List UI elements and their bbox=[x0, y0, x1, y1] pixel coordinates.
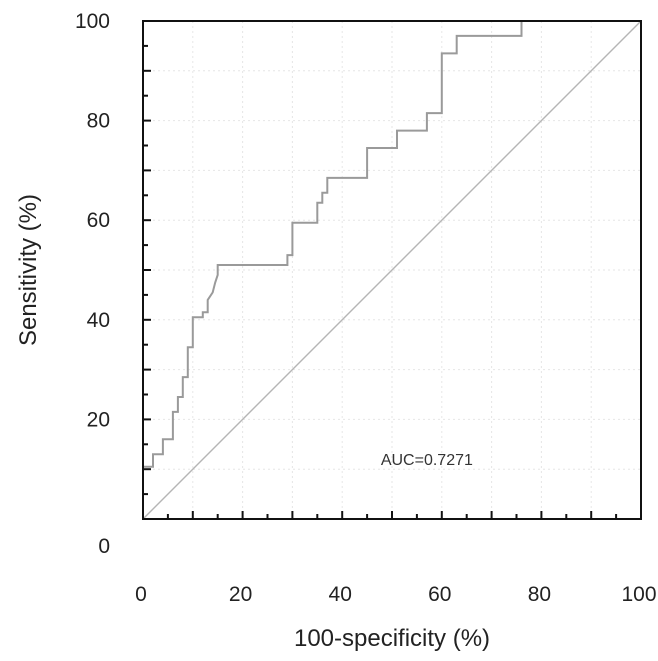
roc-curve bbox=[142, 21, 523, 519]
x-axis-label: 100-specificity (%) bbox=[294, 625, 490, 652]
y-axis-label: Sensitivity (%) bbox=[15, 194, 42, 346]
grid bbox=[143, 21, 641, 519]
y-tick-label: 80 bbox=[87, 110, 110, 133]
reference-diagonal bbox=[142, 20, 642, 520]
x-tick-label: 100 bbox=[621, 583, 656, 606]
y-tick-label: 40 bbox=[87, 309, 110, 332]
x-tick-label: 40 bbox=[329, 583, 352, 606]
y-tick-label: 0 bbox=[98, 535, 110, 558]
x-tick-label: 20 bbox=[229, 583, 252, 606]
x-tick-label: 60 bbox=[428, 583, 451, 606]
axis-ticks bbox=[142, 20, 642, 520]
tick-labels: 0 20 40 60 80 100 0 20 40 60 80 100 bbox=[75, 10, 657, 606]
y-tick-label: 60 bbox=[87, 209, 110, 232]
y-tick-label: 100 bbox=[75, 10, 110, 33]
x-tick-label: 80 bbox=[528, 583, 551, 606]
y-tick-label: 20 bbox=[87, 408, 110, 431]
x-tick-label: 0 bbox=[135, 583, 147, 606]
series-layer bbox=[142, 20, 642, 520]
auc-annotation: AUC=0.7271 bbox=[381, 452, 473, 469]
